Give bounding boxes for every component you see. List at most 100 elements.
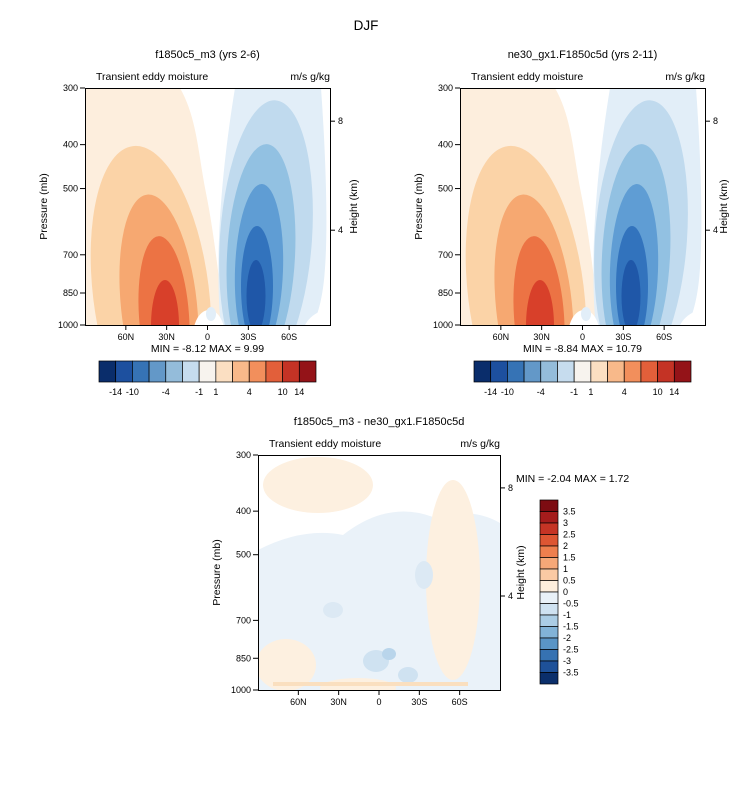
contour-blob — [246, 260, 266, 325]
colorbar-cell — [657, 360, 675, 383]
contour-fill — [258, 455, 500, 690]
colorbar-cell — [607, 360, 625, 383]
latitude-tick-label: 60N — [493, 332, 510, 342]
colorbar-cell — [539, 580, 559, 593]
pressure-axis-label: Pressure (mb) — [413, 173, 425, 240]
colorbar-cell — [523, 360, 542, 383]
contour-blob — [305, 308, 330, 325]
colorbar-tick-label: 3 — [563, 518, 568, 528]
colorbar-cell — [539, 568, 559, 581]
colorbar-cell — [490, 360, 508, 383]
colorbar-tick-label: -14 — [109, 387, 122, 397]
units-label: m/s g/kg — [665, 71, 705, 83]
pressure-tick-label: 400 — [438, 140, 453, 150]
pressure-tick-label: 1000 — [433, 320, 453, 330]
colorbar-tick-label: -3.5 — [563, 668, 579, 678]
panel-title: f1850c5_m3 - ne30_gx1.F1850c5d — [294, 416, 465, 428]
latitude-tick-label: 30S — [411, 697, 427, 707]
contour-blob — [206, 307, 216, 321]
contour-blob — [621, 260, 641, 325]
colorbar-tick-label: 1.5 — [563, 553, 576, 563]
panel-model2: ne30_gx1.F1850c5d (yrs 2-11) Transient ed… — [413, 49, 730, 397]
latitude-tick-label: 60N — [290, 697, 307, 707]
latitude-tick-label: 60S — [281, 332, 297, 342]
colorbar-tick-label: 14 — [294, 387, 304, 397]
pressure-tick-label: 300 — [63, 83, 78, 93]
latitude-tick-label: 30N — [158, 332, 175, 342]
latitude-tick-label: 60S — [656, 332, 672, 342]
colorbar-cell — [557, 360, 575, 383]
pressure-axis-label: Pressure (mb) — [211, 539, 223, 606]
colorbar-tick-label: 10 — [278, 387, 288, 397]
colorbar-cell — [539, 603, 559, 616]
colorbar-tick-label: 0 — [563, 587, 568, 597]
latitude-tick-label: 0 — [376, 697, 381, 707]
colorbar-tick-label: 1 — [213, 387, 218, 397]
colorbar-tick-label: -1.5 — [563, 622, 579, 632]
panel-title: f1850c5_m3 (yrs 2-6) — [155, 49, 260, 61]
colorbar-tick-label: -10 — [501, 387, 514, 397]
colorbar-cell — [282, 360, 300, 383]
colorbar-cell — [540, 360, 558, 383]
pressure-axis-label: Pressure (mb) — [38, 173, 50, 240]
colorbar-tick-label: -0.5 — [563, 599, 579, 609]
colorbar-tick-label: -2 — [563, 633, 571, 643]
height-tick-label: 8 — [508, 483, 513, 493]
colorbar-cell — [539, 534, 559, 547]
panel-title: ne30_gx1.F1850c5d (yrs 2-11) — [508, 49, 658, 61]
colorbar-cell — [539, 649, 559, 662]
height-tick-label: 8 — [713, 116, 718, 126]
pressure-tick-label: 400 — [63, 140, 78, 150]
colorbar-cell — [132, 360, 150, 383]
colorbar-cell — [115, 360, 133, 383]
contour-blob — [426, 480, 480, 680]
latitude-tick-label: 30S — [615, 332, 631, 342]
pressure-tick-label: 500 — [236, 550, 251, 560]
contour-blob — [320, 678, 396, 690]
colorbar-cell — [165, 360, 183, 383]
pressure-tick-label: 850 — [63, 288, 78, 298]
pressure-tick-label: 300 — [438, 83, 453, 93]
colorbar-tick-label: 4 — [622, 387, 627, 397]
colorbar-tick-label: 1 — [563, 564, 568, 574]
colorbar-tick-label: -2.5 — [563, 645, 579, 655]
latitude-tick-label: 60S — [452, 697, 468, 707]
panel-model1: f1850c5_m3 (yrs 2-6) Transient eddy moist… — [38, 49, 360, 397]
colorbar-tick-label: -4 — [162, 387, 170, 397]
units-label: m/s g/kg — [460, 438, 500, 450]
contour-blob — [526, 280, 554, 325]
contour-blob — [581, 307, 591, 321]
units-label: m/s g/kg — [290, 71, 330, 83]
colorbar-cell — [265, 360, 283, 383]
colorbar-cell — [539, 545, 559, 558]
colorbar-cell — [148, 360, 167, 383]
colorbar-tick-label: 2 — [563, 541, 568, 551]
colorbar-model1: -14 -10 -4 -1 1 4 10 14 — [98, 360, 317, 397]
colorbar-cell — [232, 360, 250, 383]
pressure-tick-label: 700 — [63, 250, 78, 260]
pressure-tick-label: 850 — [236, 653, 251, 663]
field-label: Transient eddy moisture — [96, 71, 208, 83]
height-axis-label: Height (km) — [515, 545, 527, 599]
contour-blob — [323, 602, 343, 618]
colorbar-cell — [198, 360, 217, 383]
contour-fill — [85, 88, 330, 325]
colorbar-cell — [539, 499, 559, 512]
colorbar-tick-label: -4 — [537, 387, 545, 397]
colorbar-cell — [539, 637, 559, 650]
pressure-tick-label: 500 — [438, 184, 453, 194]
contour-blob — [263, 457, 373, 513]
height-tick-label: 4 — [338, 225, 343, 235]
colorbar-cell — [507, 360, 525, 383]
colorbar-difference: 3.53 2.52 1.51 0.50 -0.5-1 -1.5-2 -2.5-3 -3.5 — [539, 499, 579, 685]
pressure-tick-label: 700 — [438, 250, 453, 260]
contour-blob — [382, 648, 396, 660]
colorbar-tick-label: -10 — [126, 387, 139, 397]
pressure-tick-label: 700 — [236, 615, 251, 625]
contour-blob — [680, 308, 705, 325]
colorbar-tick-label: -1 — [570, 387, 578, 397]
colorbar-cell — [539, 522, 559, 535]
colorbar-cell — [182, 360, 200, 383]
